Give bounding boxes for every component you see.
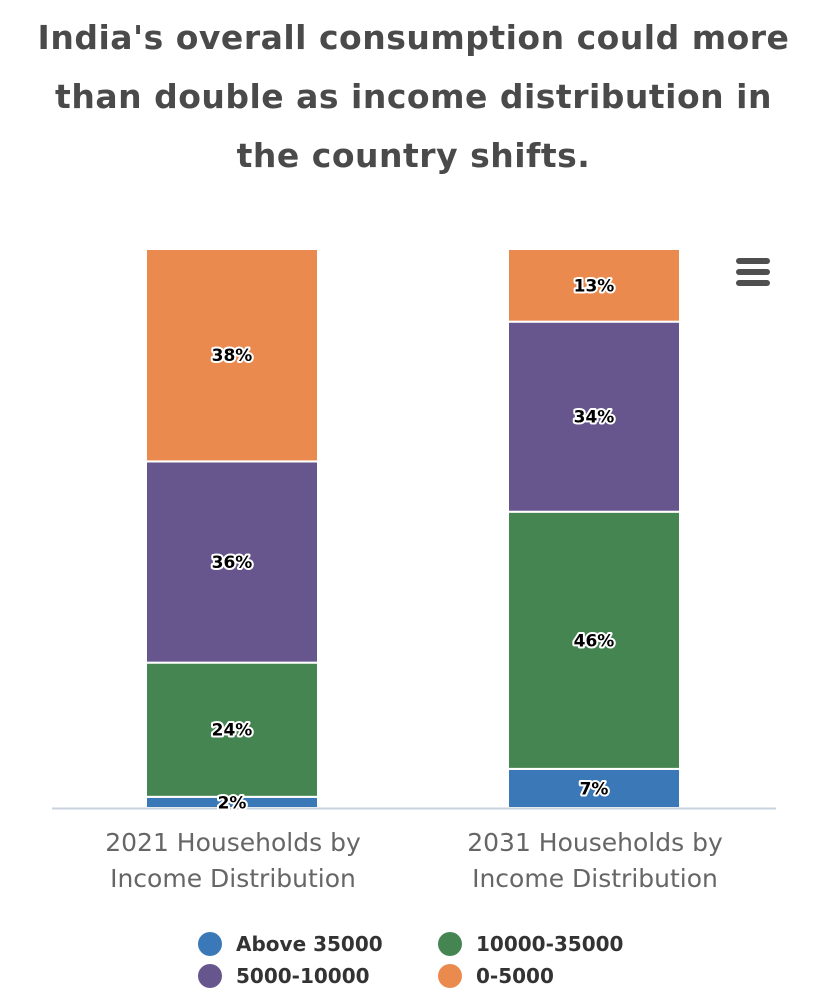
- bar-segment-1-2[interactable]: [145, 661, 319, 798]
- data-label: 13%: [574, 276, 615, 296]
- data-label: 34%: [574, 408, 615, 428]
- bar-segment-2-3[interactable]: [507, 320, 681, 513]
- legend-item[interactable]: 10000-35000: [438, 930, 623, 958]
- data-label: 2%: [218, 793, 247, 813]
- legend-label: 5000-10000: [236, 964, 370, 988]
- category-labels-layer: 2021 Households by Income Distribution 203…: [105, 828, 723, 893]
- legend-label: 0-5000: [476, 964, 554, 988]
- legend-label: Above 35000: [236, 932, 383, 956]
- category-label: 2021 Households by: [105, 828, 361, 857]
- legend-marker-icon: [438, 932, 462, 956]
- bar-segment-1-3[interactable]: [145, 460, 319, 664]
- legend-item[interactable]: Above 35000: [198, 930, 383, 958]
- stacked-bar-chart: 2% 24% 36% 38% 7% 46% 34% 13% 2021 Households b…: [52, 248, 776, 893]
- chart-title: India's overall consumption could more t…: [37, 18, 790, 175]
- legend-marker-icon: [198, 932, 222, 956]
- chart-context-menu-button[interactable]: [734, 258, 772, 290]
- category-label: Income Distribution: [110, 864, 356, 893]
- bar-segment-2-2[interactable]: [507, 510, 681, 770]
- bar-segment-1-4[interactable]: [145, 248, 319, 463]
- data-label: 38%: [212, 346, 253, 366]
- legend-label: 10000-35000: [476, 932, 624, 956]
- data-label: 24%: [212, 721, 253, 741]
- data-label: 46%: [574, 631, 615, 651]
- data-label: 7%: [580, 779, 609, 799]
- bar-segment-2-4[interactable]: [507, 248, 681, 323]
- category-label: 2031 Households by: [467, 828, 723, 857]
- hamburger-menu-icon-line: [736, 269, 770, 275]
- legend-marker-icon: [438, 964, 462, 988]
- data-label: 36%: [212, 553, 253, 573]
- hamburger-menu-icon-line: [736, 280, 770, 286]
- legend-marker-icon: [198, 964, 222, 988]
- legend-item[interactable]: 5000-10000: [198, 962, 370, 990]
- hamburger-menu-icon: [736, 258, 770, 264]
- data-labels-layer: 2% 24% 36% 38% 7% 46% 34% 13%: [210, 274, 617, 815]
- legend-item[interactable]: 0-5000: [438, 962, 554, 990]
- chart-legend: Above 35000 10000-35000 5000-10000 0-5000: [198, 930, 658, 992]
- bars-layer: [145, 248, 681, 810]
- category-label: Income Distribution: [472, 864, 718, 893]
